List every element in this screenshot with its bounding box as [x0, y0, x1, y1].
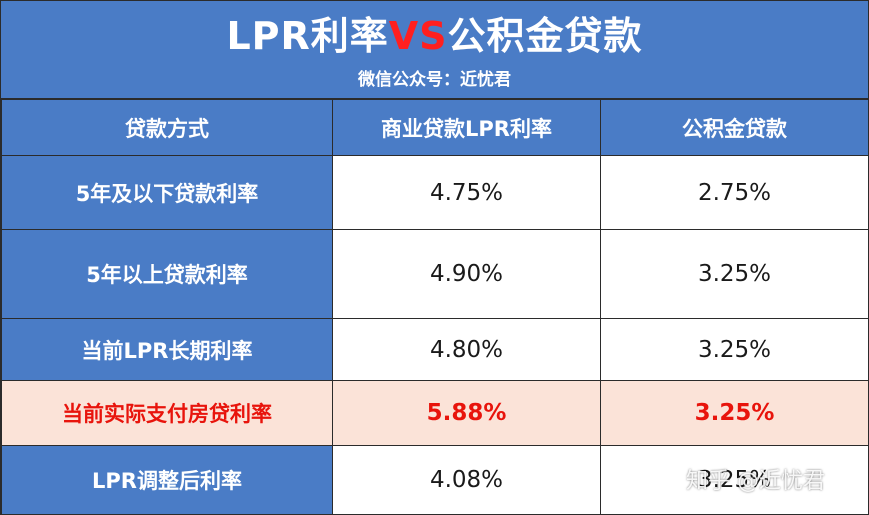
column-header-fund: 公积金贷款 — [600, 99, 869, 156]
row-label: 当前LPR长期利率 — [1, 318, 333, 381]
table-row-highlighted: 当前实际支付房贷利率 5.88% 3.25% — [1, 380, 869, 446]
header-banner: LPR利率VS公积金贷款 微信公众号：近忧君 — [1, 1, 868, 99]
table-row: LPR调整后利率 4.08% 3.25% — [1, 445, 869, 515]
column-header-loan-type: 贷款方式 — [1, 99, 333, 156]
fund-rate-cell: 3.25% — [600, 445, 869, 515]
comparison-table: 贷款方式 商业贷款LPR利率 公积金贷款 5年及以下贷款利率 4.75% 2.7… — [1, 99, 869, 515]
title-part-lpr: LPR利率 — [226, 14, 389, 58]
fund-rate-cell: 2.75% — [600, 155, 869, 230]
lpr-rate-cell: 4.08% — [332, 445, 601, 515]
lpr-rate-cell: 4.75% — [332, 155, 601, 230]
page-title: LPR利率VS公积金贷款 — [1, 11, 868, 61]
lpr-rate-cell: 4.80% — [332, 318, 601, 381]
title-vs: VS — [388, 14, 448, 58]
row-label: 当前实际支付房贷利率 — [1, 380, 333, 446]
table-row: 当前LPR长期利率 4.80% 3.25% — [1, 318, 869, 381]
table-row: 5年及以下贷款利率 4.75% 2.75% — [1, 155, 869, 230]
page-subtitle: 微信公众号：近忧君 — [358, 70, 511, 90]
table-row: 5年以上贷款利率 4.90% 3.25% — [1, 229, 869, 319]
row-label: 5年以上贷款利率 — [1, 229, 333, 319]
fund-rate-cell: 3.25% — [600, 318, 869, 381]
fund-rate-cell: 3.25% — [600, 380, 869, 446]
lpr-rate-cell: 5.88% — [332, 380, 601, 446]
zhihu-watermark: 知乎 @近忧君 — [686, 469, 825, 494]
fund-rate-cell: 3.25% — [600, 229, 869, 319]
row-label: 5年及以下贷款利率 — [1, 155, 333, 230]
column-header-lpr: 商业贷款LPR利率 — [332, 99, 601, 156]
row-label: LPR调整后利率 — [1, 445, 333, 515]
title-part-fund: 公积金贷款 — [447, 14, 643, 58]
lpr-rate-cell: 4.90% — [332, 229, 601, 319]
table-header-row: 贷款方式 商业贷款LPR利率 公积金贷款 — [1, 99, 869, 156]
